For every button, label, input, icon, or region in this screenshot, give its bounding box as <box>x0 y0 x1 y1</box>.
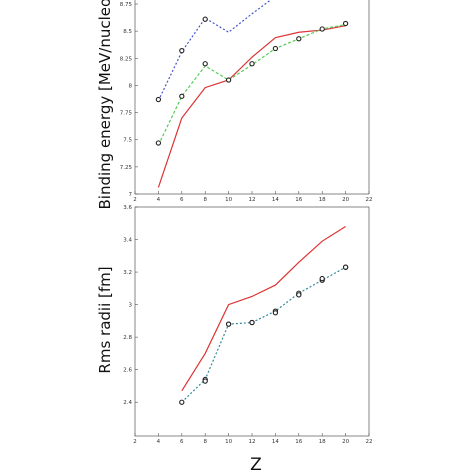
binding-energy-series-3-point <box>296 36 302 42</box>
binding-energy-panel: 2 4 6 8 10 12 14 16 18 20 22 7 7.25 7.5 7.75 8 8.25 8.5 8… <box>96 0 373 210</box>
binding-energy-series-2-line <box>157 24 346 146</box>
binding-energy-x-tick-label: 6 <box>180 197 184 203</box>
binding-energy-series <box>155 0 349 188</box>
binding-energy-y-tick-label: 8.75 <box>120 2 133 8</box>
binding-energy-series-0-line <box>157 0 272 101</box>
binding-energy-x-tick-label: 2 <box>133 197 137 203</box>
rms-radii-x-tick-label: 22 <box>366 439 373 445</box>
binding-energy-y-tick-label: 7.5 <box>123 138 132 144</box>
rms-radii-x-tick-label: 6 <box>180 439 184 445</box>
rms-radii-x-tick-label: 14 <box>272 439 279 445</box>
binding-energy-series-3-point <box>225 77 232 83</box>
rms-radii-series-2-point <box>249 319 255 326</box>
binding-energy-series-4-point <box>179 48 185 54</box>
rms-radii-x-ticks: 2 4 6 8 10 12 14 16 18 20 22 <box>133 433 373 445</box>
rms-radii-series <box>179 226 349 405</box>
rms-radii-x-tick-label: 12 <box>249 439 256 445</box>
rms-radii-y-tick-label: 3.4 <box>123 238 132 244</box>
rms-radii-series-2-point <box>202 378 208 384</box>
binding-energy-y-tick-label: 7 <box>129 192 133 198</box>
binding-energy-y-tick-label: 8 <box>129 83 133 89</box>
binding-energy-x-tick-label: 4 <box>157 197 161 203</box>
binding-energy-y-tick-label: 8.5 <box>123 29 132 35</box>
binding-energy-x-tick-label: 16 <box>295 197 302 203</box>
binding-energy-series-3-point <box>272 45 279 52</box>
rms-radii-y-tick-label: 2.4 <box>123 400 132 406</box>
rms-radii-series-2-point <box>296 292 302 298</box>
binding-energy-x-tick-label: 18 <box>319 197 326 203</box>
rms-radii-y-tick-label: 3.2 <box>123 270 132 276</box>
rms-radii-series-2-point <box>225 321 232 327</box>
binding-energy-y-axis-title: Binding energy [MeV/nucleon] <box>96 0 114 210</box>
binding-energy-y-tick-label: 7.75 <box>120 111 133 117</box>
rms-radii-x-tick-label: 18 <box>319 439 326 445</box>
rms-radii-y-tick-label: 2.8 <box>123 335 132 341</box>
rms-radii-series-2-point <box>342 264 349 270</box>
binding-energy-x-tick-label: 22 <box>366 197 373 203</box>
binding-energy-series-3-point <box>342 20 349 27</box>
rms-radii-series-1-line <box>181 266 346 403</box>
binding-energy-y-tick-label: 8.25 <box>120 56 133 62</box>
binding-energy-series-3-point <box>249 61 255 67</box>
rms-radii-y-tick-label: 2.6 <box>123 368 132 374</box>
rms-radii-series-0-line <box>181 226 346 392</box>
binding-energy-x-tick-label: 20 <box>342 197 349 203</box>
binding-energy-x-tick-label: 8 <box>203 197 207 203</box>
rms-radii-panel: 2 4 6 8 10 12 14 16 18 20 22 2.4 2.6 2.8 3 3.2 3.4 3.6 R… <box>96 205 373 474</box>
z-axis-title: Z <box>250 455 262 474</box>
rms-radii-x-tick-label: 10 <box>225 439 232 445</box>
binding-energy-x-tick-label: 12 <box>249 197 256 203</box>
rms-radii-x-tick-label: 20 <box>342 439 349 445</box>
binding-energy-series-4-point <box>202 16 208 22</box>
binding-energy-series-3-point <box>202 61 208 67</box>
rms-radii-y-tick-label: 3 <box>129 303 133 309</box>
binding-energy-x-ticks: 2 4 6 8 10 12 14 16 18 20 22 <box>133 191 373 203</box>
binding-energy-x-tick-label: 10 <box>225 197 232 203</box>
binding-energy-plot-frame <box>134 0 370 195</box>
binding-energy-series-4-point <box>155 96 162 103</box>
binding-energy-series-3-point <box>179 93 185 99</box>
rms-radii-x-tick-label: 8 <box>203 439 207 445</box>
binding-energy-x-tick-label: 14 <box>272 197 279 203</box>
binding-energy-series-3-point <box>319 26 325 32</box>
binding-energy-y-ticks: 7 7.25 7.5 7.75 8 8.25 8.5 8.75 <box>120 2 138 198</box>
binding-energy-y-tick-label: 7.25 <box>120 165 133 171</box>
binding-energy-series-1-line <box>157 25 346 188</box>
rms-radii-x-tick-label: 16 <box>295 439 302 445</box>
rms-radii-y-ticks: 2.4 2.6 2.8 3 3.2 3.4 3.6 <box>123 205 138 406</box>
rms-radii-x-tick-label: 2 <box>133 439 137 445</box>
rms-radii-x-tick-label: 4 <box>157 439 161 445</box>
binding-energy-series-3-point <box>155 140 162 146</box>
rms-radii-series-1-point <box>179 399 185 405</box>
rms-radii-y-tick-label: 3.6 <box>123 205 132 211</box>
rms-radii-series-2-point <box>319 275 325 282</box>
rms-radii-series-2-point <box>272 310 279 316</box>
rms-radii-y-axis-title: Rms radii [fm] <box>96 266 114 373</box>
